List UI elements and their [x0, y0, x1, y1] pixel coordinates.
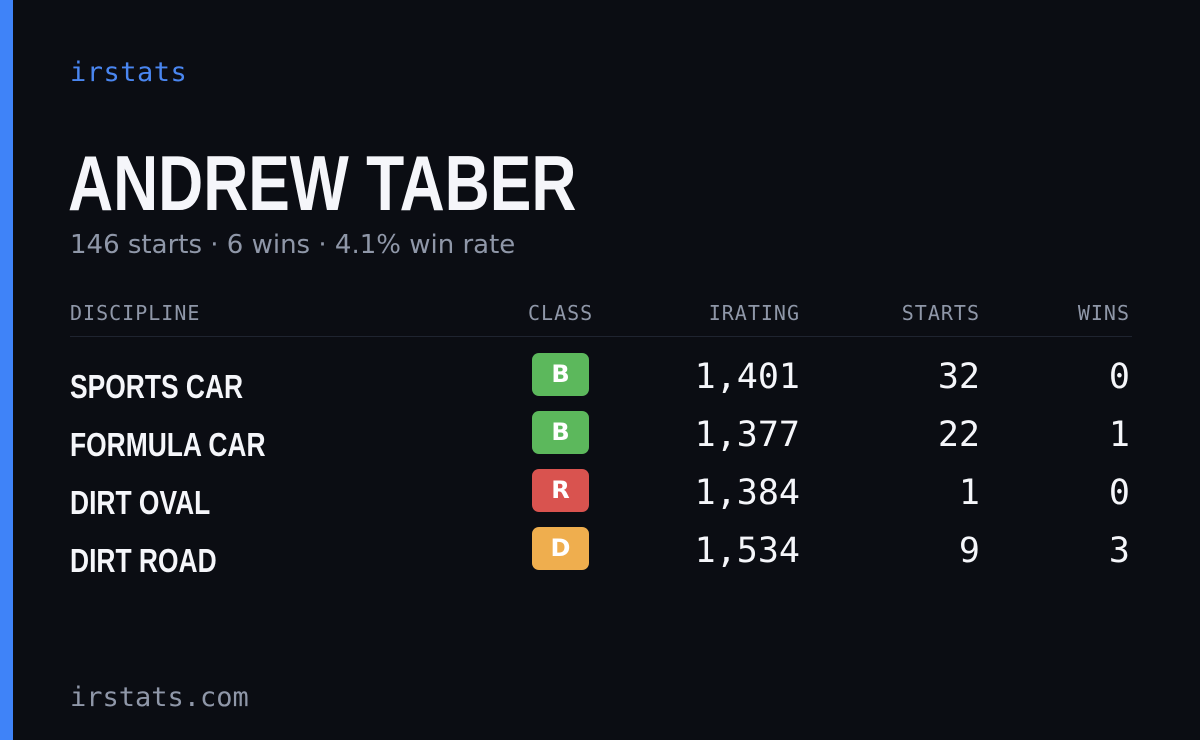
wins-value: 0	[1108, 473, 1130, 513]
accent-bar	[0, 0, 13, 740]
discipline-name: SPORTS CAR	[70, 368, 244, 405]
header-wins: WINS	[1077, 301, 1130, 325]
irating-value: 1,534	[694, 531, 800, 571]
header-class: CLASS	[528, 301, 594, 325]
wins-value: 0	[1108, 357, 1130, 397]
header-starts: STARTS	[901, 301, 980, 325]
starts-value: 22	[937, 415, 980, 455]
license-class-badge: B	[532, 411, 589, 454]
starts-value: 32	[937, 357, 980, 397]
table-row: SPORTS CAR B 1,401 32 0	[70, 353, 1132, 411]
license-class-badge: D	[532, 527, 589, 570]
discipline-name: DIRT OVAL	[70, 484, 211, 521]
table-row: FORMULA CAR B 1,377 22 1	[70, 411, 1132, 469]
table-row: DIRT OVAL R 1,384 1 0	[70, 469, 1132, 527]
irating-value: 1,377	[694, 415, 800, 455]
discipline-name: DIRT ROAD	[70, 542, 217, 579]
site-url[interactable]: irstats.com	[70, 682, 249, 713]
player-name: ANDREW TABER	[68, 139, 577, 227]
irating-value: 1,384	[694, 473, 800, 513]
stats-table: DISCIPLINE CLASS IRATING STARTS WINS SPO…	[70, 298, 1132, 585]
license-class-badge: R	[532, 469, 589, 512]
table-body: SPORTS CAR B 1,401 32 0 FORMULA CAR B 1,…	[70, 353, 1132, 585]
brand-logo-text[interactable]: irstats	[70, 57, 188, 88]
career-summary: 146 starts · 6 wins · 4.1% win rate	[70, 230, 516, 260]
header-discipline: DISCIPLINE	[70, 301, 201, 325]
starts-value: 9	[958, 531, 980, 571]
wins-value: 1	[1108, 415, 1130, 455]
table-header: DISCIPLINE CLASS IRATING STARTS WINS	[70, 298, 1132, 337]
wins-value: 3	[1108, 531, 1130, 571]
discipline-name: FORMULA CAR	[70, 426, 266, 463]
license-class-badge: B	[532, 353, 589, 396]
header-irating: IRATING	[708, 301, 800, 325]
table-row: DIRT ROAD D 1,534 9 3	[70, 527, 1132, 585]
starts-value: 1	[958, 473, 980, 513]
irating-value: 1,401	[694, 357, 800, 397]
